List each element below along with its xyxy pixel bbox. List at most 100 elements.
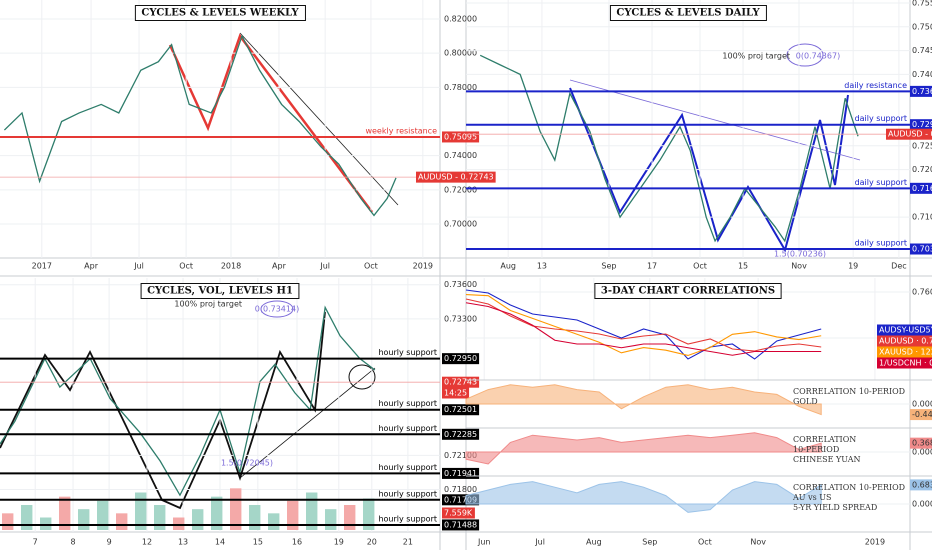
x-tick-label: 17 xyxy=(647,262,657,271)
x-tick-label: 19 xyxy=(848,262,858,271)
x-tick-label: 12 xyxy=(142,538,152,547)
series-tag: AUDUSD · 0.72743 xyxy=(877,335,932,347)
volume-bar xyxy=(363,498,375,530)
level-label: weekly resistance xyxy=(365,126,437,135)
y-tick-label: 0.74000 xyxy=(444,151,477,160)
y-tick-label: 0.71800 xyxy=(444,485,477,494)
y-tick-label: 0.73300 xyxy=(444,314,477,323)
level-price: 0.71709 xyxy=(442,494,480,506)
volume-bar xyxy=(344,505,356,530)
correlation-area xyxy=(465,384,822,416)
volume-bar xyxy=(268,513,280,530)
highlight-circle xyxy=(786,43,824,67)
volume-bar xyxy=(230,488,242,530)
series-tag-text: AUDUSD · 0.72743 xyxy=(879,337,932,346)
volume-bar xyxy=(40,517,52,530)
y-tick-label: 0.74000 xyxy=(912,70,932,79)
annotation: 0(0.73414) xyxy=(255,305,299,314)
price-tag: AUDUSD - 0.72743 xyxy=(886,128,932,140)
title-box: CYCLES, VOL, LEVELS H1 xyxy=(140,283,300,299)
level-price: 0.73643 xyxy=(910,85,932,97)
y-tick-label: 0.0000 xyxy=(912,448,932,457)
x-tick-label: 9 xyxy=(107,538,112,547)
volume-bar xyxy=(192,509,204,530)
price-tag-bg xyxy=(886,128,932,140)
level-label: hourly support xyxy=(378,463,437,472)
annotation-tag-text: 14:25 xyxy=(444,389,467,398)
volume-bar xyxy=(287,500,299,530)
label-line: CORRELATION 10-PERIOD xyxy=(793,483,905,492)
annotation-tag: 7.559K xyxy=(442,507,475,519)
series-tag: XAUUSD · 1222.22 xyxy=(877,346,932,358)
label-line: GOLD xyxy=(793,397,818,406)
x-tick-label: Oct xyxy=(179,262,193,271)
x-tick-label: 2019 xyxy=(413,262,433,271)
level-price-text: 0.71606 xyxy=(912,184,932,193)
volume-bar xyxy=(173,517,185,530)
price-tag-bg xyxy=(442,376,480,388)
y-tick-label: 0.75500 xyxy=(912,0,932,7)
x-tick-label: Jul xyxy=(319,262,330,271)
highlight-circle xyxy=(348,364,376,390)
price-tag: AUDUSD - 0.72743 xyxy=(416,171,496,183)
y-tick-label: 0.70000 xyxy=(444,219,477,228)
chart-title: CYCLES & LEVELS DAILY xyxy=(616,8,760,19)
level-price-text: 0.71488 xyxy=(444,520,477,529)
level-price: 0.72501 xyxy=(442,404,480,416)
level-price-bg xyxy=(442,404,480,416)
x-tick-label: Nov xyxy=(791,262,807,271)
y-tick-label: 0.71000 xyxy=(912,213,932,222)
correlation-area xyxy=(465,432,822,465)
volume-bar xyxy=(97,500,109,530)
panel-label: CORRELATION 10-PERIOD GOLD xyxy=(793,387,905,406)
level-price-text: 0.73643 xyxy=(912,87,932,96)
volume-bar xyxy=(2,513,14,530)
level-price-bg xyxy=(910,119,932,131)
x-tick-label: 15 xyxy=(253,538,263,547)
price-tag-bg xyxy=(416,171,496,183)
x-tick-label: Apr xyxy=(272,262,287,271)
annotation: 1.5(0.70236) xyxy=(774,250,826,259)
y-tick-label: 0.72000 xyxy=(912,165,932,174)
x-tick-label: 21 xyxy=(403,538,413,547)
x-tick-label: 2018 xyxy=(221,262,241,271)
level-price-bg xyxy=(442,131,480,143)
last-value: 0.3689 xyxy=(910,437,932,449)
level-price-text: 0.72501 xyxy=(444,405,477,414)
label-line: CORRELATION 10-PERIOD xyxy=(793,387,905,396)
y-tick-label: 0.73600 xyxy=(444,280,477,289)
price-tag: 0.72743 xyxy=(442,376,480,388)
last-value-bg xyxy=(910,479,932,491)
last-value-bg xyxy=(910,409,932,421)
level-price: 0.72943 xyxy=(910,119,932,131)
x-tick-label: 13 xyxy=(178,538,188,547)
last-value-text: -0.4408 xyxy=(912,410,932,419)
x-tick-label: Oct xyxy=(693,262,707,271)
y-tick-label: 0.72000 xyxy=(444,185,477,194)
price-tag-text: 0.72743 xyxy=(444,378,477,387)
x-tick-label: 16 xyxy=(292,538,302,547)
volume-bar xyxy=(116,513,128,530)
title-box: CYCLES & LEVELS WEEKLY xyxy=(134,5,306,21)
volume-bar xyxy=(249,505,261,530)
chart-title: 3-DAY CHART CORRELATIONS xyxy=(601,286,775,297)
x-tick-label: Aug xyxy=(500,262,516,271)
level-price: 0.71488 xyxy=(442,519,480,531)
level-price: 0.72285 xyxy=(442,428,480,440)
title-box: 3-DAY CHART CORRELATIONS xyxy=(594,283,782,299)
x-tick-label: 8 xyxy=(70,538,75,547)
annotation: 1.5(0.72045) xyxy=(221,459,273,468)
chart-title: CYCLES, VOL, LEVELS H1 xyxy=(147,286,293,297)
level-price: 0.72950 xyxy=(442,353,480,365)
series-tag-bg xyxy=(877,346,932,358)
volume-bar xyxy=(154,505,166,530)
x-tick-label: 19 xyxy=(334,538,344,547)
x-tick-label: 15 xyxy=(738,262,748,271)
price-line xyxy=(465,302,822,356)
price-line xyxy=(465,289,822,360)
label-line: CHINESE YUAN xyxy=(793,455,861,464)
y-tick-label: 0.0000 xyxy=(912,400,932,409)
title-frame xyxy=(609,5,767,21)
annotation-tag-bg xyxy=(442,387,470,399)
y-tick-label: 0.78000 xyxy=(444,83,477,92)
